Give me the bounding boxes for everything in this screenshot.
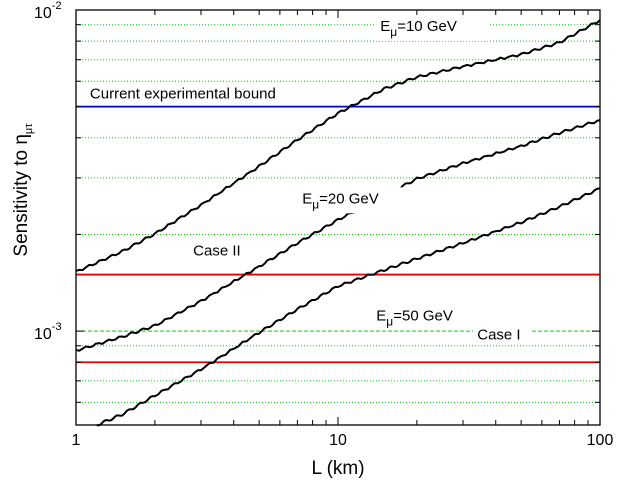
annotation-background [473,324,531,345]
reference-lines [76,105,600,364]
energy-value: =50 GeV [393,307,453,324]
annotation-background [298,187,411,214]
y-tick-base: 10 [34,326,52,343]
series-energy-label: Eμ=10 GeV [380,18,457,39]
energy-value: =10 GeV [397,18,457,35]
y-tick-base: 10 [34,5,52,22]
series-line [75,19,601,272]
energy-subscript: μ [312,197,319,211]
annotation-background [376,15,489,42]
series-line [96,187,601,427]
annotation-label: Current experimental bound [90,86,276,103]
y-axis-title: Sensitivity to ημτ [11,123,35,257]
annotation-label: Case II [193,242,241,259]
y-tick-label: 10-2 [34,0,62,22]
energy-subscript: μ [386,314,393,328]
x-tick-label: 100 [587,432,614,449]
energy-symbol: E [376,307,386,324]
annotation-background [372,304,485,331]
series-energy-label: Eμ=20 GeV [302,190,379,211]
y-tick-exponent: -2 [52,0,62,12]
energy-symbol: E [302,190,312,207]
energy-value: =20 GeV [319,190,379,207]
y-tick-exponent: -3 [52,321,62,333]
series-line [75,119,601,352]
energy-subscript: μ [390,25,397,39]
series-energy-label: Eμ=50 GeV [376,307,453,328]
annotation-label: Case I [477,327,520,344]
annotation-background [85,83,308,104]
annotation-background [189,240,255,261]
x-tick-label: 10 [329,432,347,449]
x-axis-title: L (km) [311,458,364,479]
axis-ticks [75,9,600,425]
series-lines [75,19,601,427]
y-tick-label: 10-3 [34,321,62,343]
plot-background [76,10,600,425]
x-tick-label: 1 [72,432,81,449]
energy-symbol: E [380,18,390,35]
